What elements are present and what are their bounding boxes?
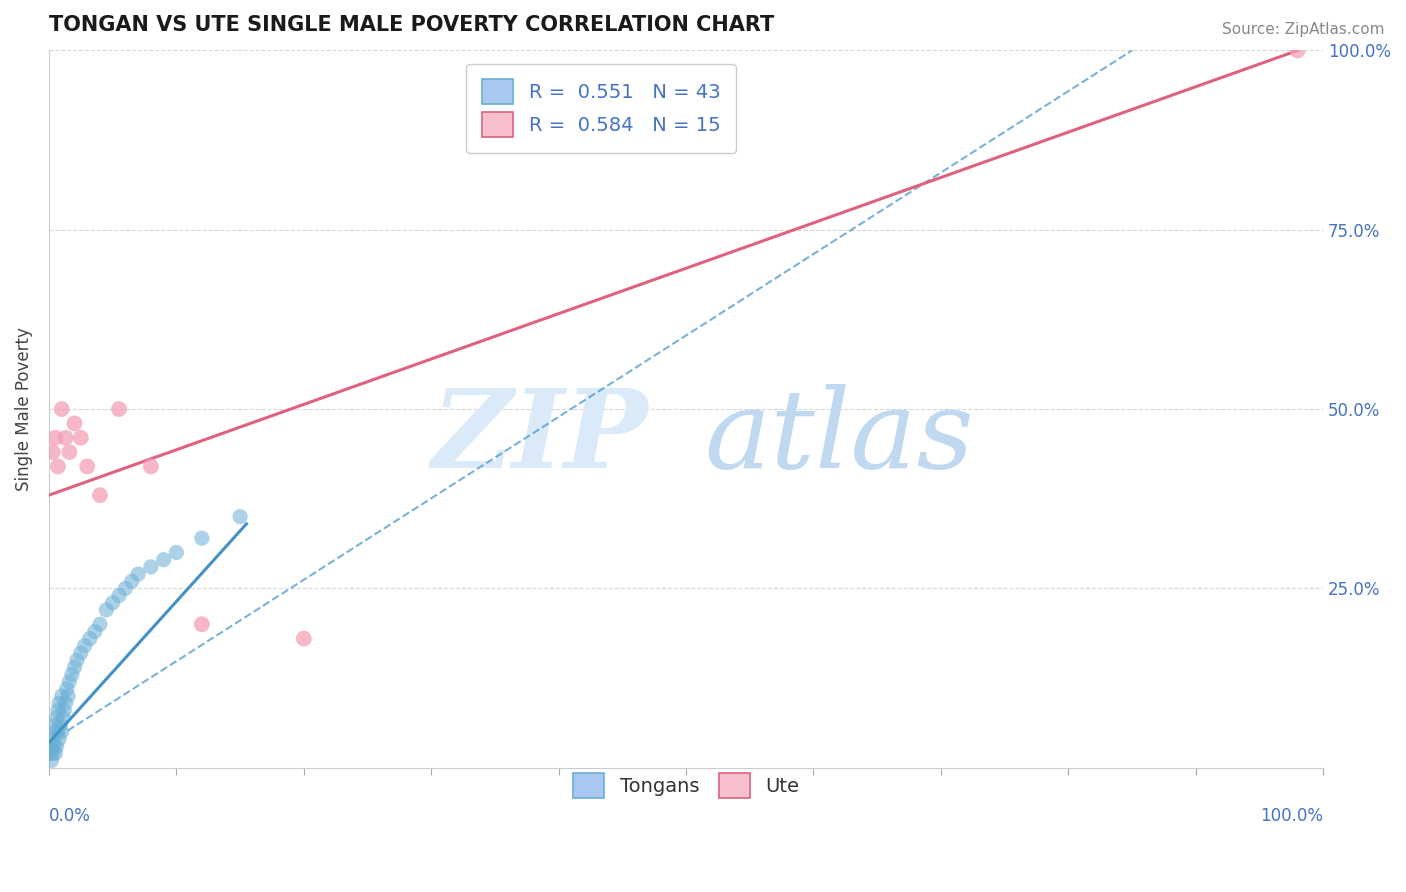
Point [127,567,149,582]
Point [114,582,136,596]
Y-axis label: Single Male Poverty: Single Male Poverty [15,327,32,491]
Legend: Tongans, Ute: Tongans, Ute [564,764,808,808]
Point [101,596,124,610]
Text: 0.0%: 0.0% [49,807,91,825]
Point [63,417,86,431]
Point [139,459,162,474]
Point [191,617,214,632]
Point [56,681,79,696]
Point [139,560,162,574]
Point [73,639,96,653]
Point [41,739,63,754]
Point [53,703,76,717]
Point [152,552,174,566]
Text: TONGAN VS UTE SINGLE MALE POVERTY CORRELATION CHART: TONGAN VS UTE SINGLE MALE POVERTY CORREL… [49,15,775,35]
Point [69,646,91,660]
Point [42,445,65,459]
Point [42,724,65,739]
Point [51,689,73,703]
Point [42,747,65,761]
Point [49,717,72,731]
Point [89,488,111,502]
Text: Source: ZipAtlas.com: Source: ZipAtlas.com [1222,22,1385,37]
Point [48,696,70,710]
Point [55,696,77,710]
Point [44,431,66,445]
Point [45,739,67,754]
Point [66,653,89,667]
Point [45,710,67,724]
Point [55,431,77,445]
Point [58,674,80,689]
Point [191,531,214,545]
Point [44,717,66,731]
Point [42,731,65,746]
Point [39,747,62,761]
Point [108,402,131,417]
Point [63,660,86,674]
Point [83,624,105,639]
Point [229,509,252,524]
Point [46,724,69,739]
Point [121,574,143,589]
Point [46,459,69,474]
Point [44,747,66,761]
Point [42,739,65,754]
Point [56,689,79,703]
Point [48,731,70,746]
Point [89,617,111,632]
Point [51,402,73,417]
Point [76,459,98,474]
Text: atlas: atlas [704,384,974,491]
Point [52,710,75,724]
Point [60,667,83,681]
Point [69,431,91,445]
Point [108,589,131,603]
Point [292,632,315,646]
Point [79,632,101,646]
Point [46,703,69,717]
Point [58,445,80,459]
Text: 100.0%: 100.0% [1260,807,1323,825]
Text: ZIP: ZIP [432,384,648,491]
Point [51,724,73,739]
Point [96,603,118,617]
Point [165,545,187,559]
Point [41,754,63,768]
Point [1286,44,1309,58]
